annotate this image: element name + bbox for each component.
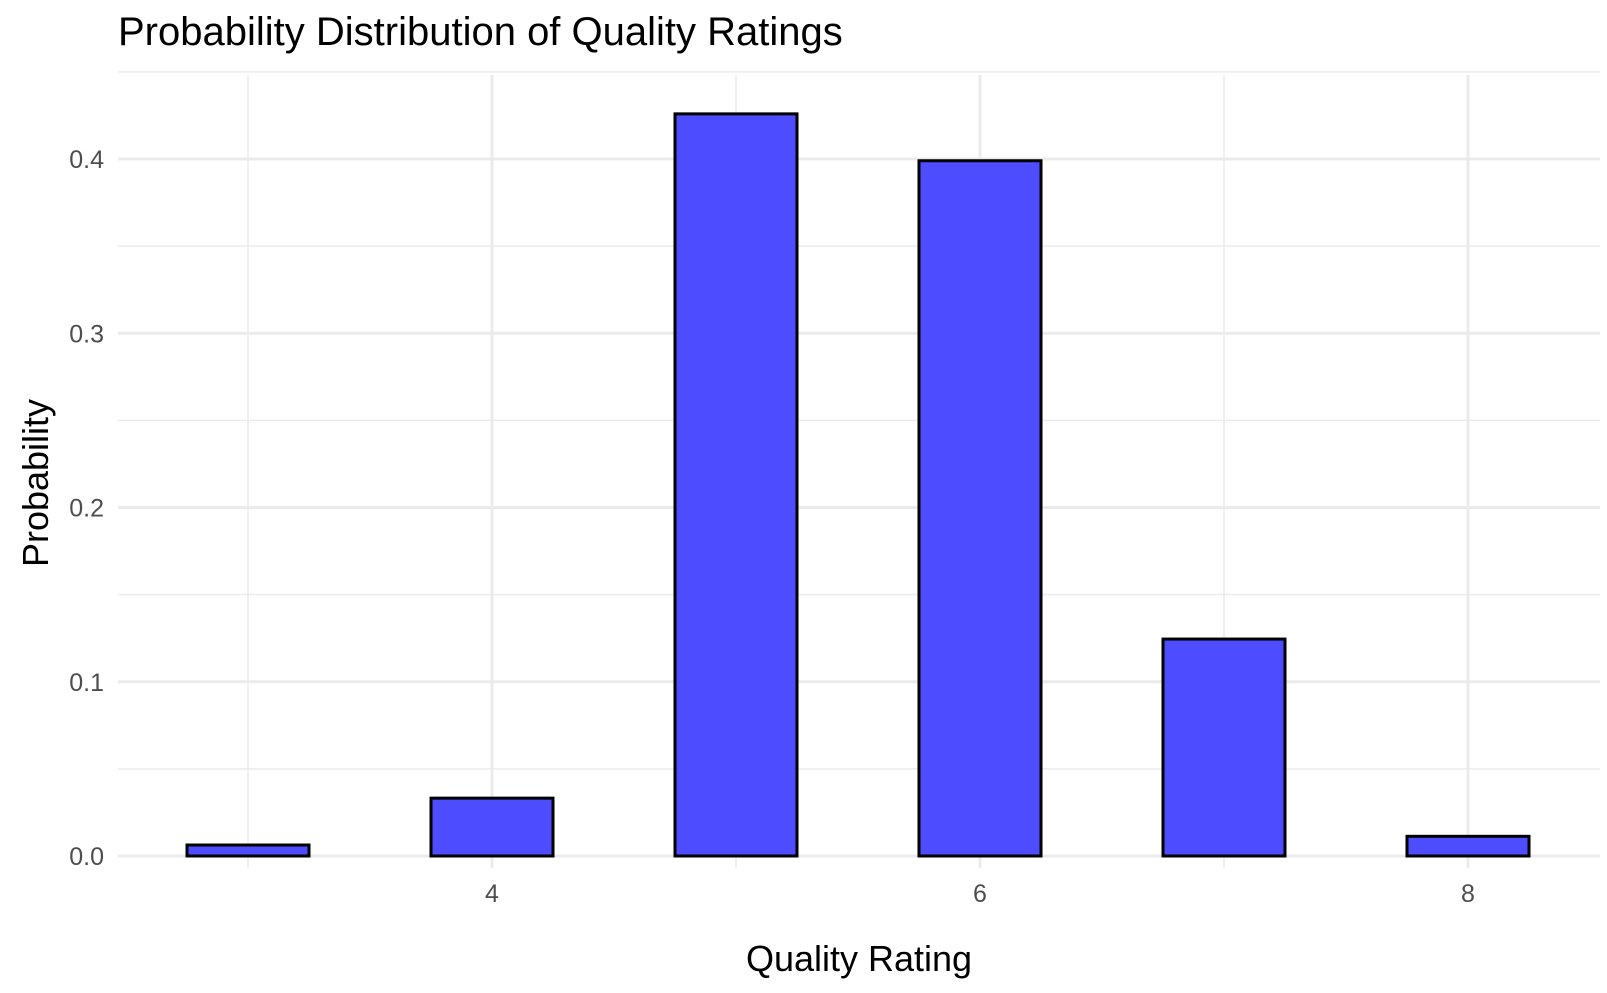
x-tick-labels: 4 6 8 bbox=[485, 880, 1475, 908]
bar-5 bbox=[673, 112, 799, 858]
bar-4 bbox=[429, 796, 555, 858]
x-tick-label: 6 bbox=[973, 880, 987, 908]
bar-8 bbox=[1405, 834, 1531, 858]
grid-lines bbox=[118, 71, 1600, 868]
bar-6 bbox=[917, 159, 1043, 858]
chart-title: Probability Distribution of Quality Rati… bbox=[118, 10, 843, 54]
y-tick-label: 0.3 bbox=[69, 320, 104, 348]
y-tick-labels: 0.0 0.1 0.2 0.3 0.4 bbox=[69, 146, 104, 871]
y-tick-label: 0.2 bbox=[69, 495, 104, 523]
x-tick-label: 8 bbox=[1461, 880, 1475, 908]
x-axis-label: Quality Rating bbox=[745, 938, 973, 979]
bar-3 bbox=[185, 843, 311, 858]
bars bbox=[185, 112, 1531, 858]
bar-7 bbox=[1161, 637, 1287, 858]
y-tick-label: 0.4 bbox=[69, 146, 104, 174]
y-tick-label: 0.0 bbox=[69, 843, 104, 871]
x-tick-label: 4 bbox=[485, 880, 499, 908]
y-tick-label: 0.1 bbox=[69, 669, 104, 697]
